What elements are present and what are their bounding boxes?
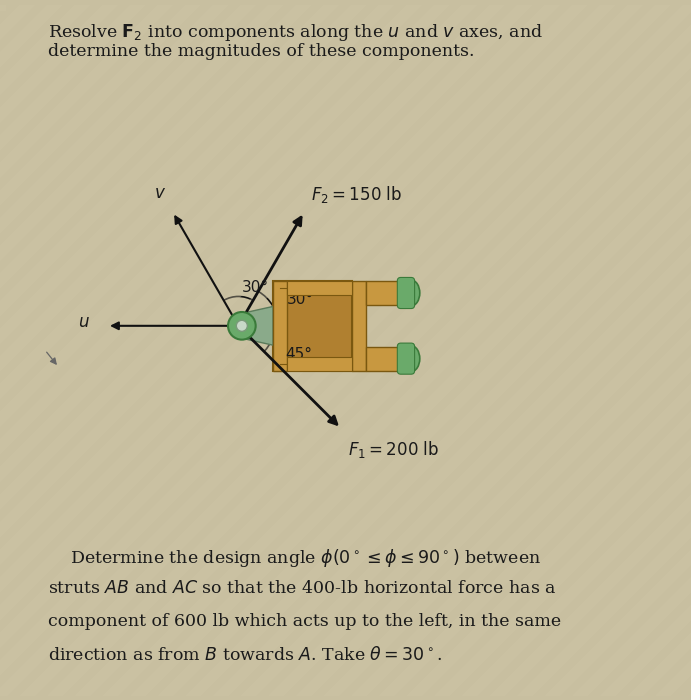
Text: determine the magnitudes of these components.: determine the magnitudes of these compon… [48,43,475,60]
Text: direction as from $B$ towards $A$. Take $\theta = 30^\circ$.: direction as from $B$ towards $A$. Take … [48,646,443,664]
Text: struts $AB$ and $AC$ so that the 400-lb horizontal force has a: struts $AB$ and $AC$ so that the 400-lb … [48,580,557,597]
Polygon shape [287,281,352,295]
Text: 30°: 30° [287,293,314,307]
Ellipse shape [402,346,419,372]
FancyBboxPatch shape [397,277,415,309]
Text: 45°: 45° [285,347,312,363]
FancyBboxPatch shape [397,343,415,374]
Text: $F_2 = 150$ lb: $F_2 = 150$ lb [311,184,402,205]
Polygon shape [242,307,273,345]
Polygon shape [287,357,352,371]
Text: $F_1 = 200$ lb: $F_1 = 200$ lb [348,439,439,460]
Text: Determine the design angle $\phi(0^\circ \leq \phi \leq 90^\circ)$ between: Determine the design angle $\phi(0^\circ… [48,547,542,569]
Text: component of 600 lb which acts up to the left, in the same: component of 600 lb which acts up to the… [48,613,562,630]
Text: $v$: $v$ [154,183,167,202]
Polygon shape [352,281,366,371]
Polygon shape [273,281,287,371]
Circle shape [228,312,256,340]
Text: $u$: $u$ [78,314,90,331]
Text: 30°: 30° [242,280,269,295]
Polygon shape [273,281,352,371]
Polygon shape [366,281,411,305]
Ellipse shape [402,280,419,306]
Text: Resolve $\mathbf{F}_2$ into components along the $u$ and $v$ axes, and: Resolve $\mathbf{F}_2$ into components a… [48,22,543,43]
Polygon shape [366,346,411,371]
Circle shape [236,321,247,331]
